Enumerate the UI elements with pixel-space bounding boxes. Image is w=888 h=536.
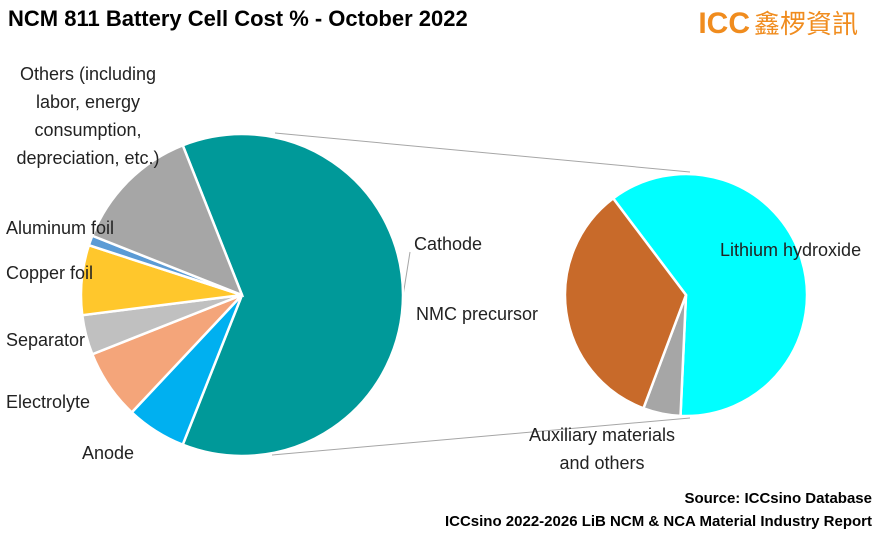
- slice-label: Separator: [6, 330, 86, 350]
- slice-label: Copper foil: [6, 263, 94, 283]
- slice-label: Anode: [82, 443, 135, 463]
- report: ICCsino 2022-2026 LiB NCM & NCA Material…: [444, 513, 872, 530]
- slice-label: Aluminum foil: [6, 218, 115, 238]
- connector-line: [274, 132, 691, 173]
- leader-line: [402, 251, 411, 297]
- slices: [79, 132, 809, 458]
- slice-label: Lithium hydroxide: [720, 240, 862, 260]
- logo-text: ICC: [698, 7, 750, 40]
- slice-label: NMC precursor: [416, 304, 539, 324]
- slice-label: Auxiliary materials and others: [528, 425, 676, 473]
- slice-label: Electrolyte: [6, 392, 91, 412]
- chart-title: NCM 811 Battery Cell Cost % - October 20…: [8, 6, 468, 31]
- connector-line: [271, 417, 691, 456]
- pie-slice: [90, 143, 245, 298]
- pie-slice: [563, 196, 688, 410]
- pie-slice: [181, 132, 405, 458]
- pie-slice: [611, 172, 809, 418]
- source: Source: ICCsino Database: [684, 490, 872, 507]
- slice-label: Others (including labor, energy consumpt…: [16, 64, 160, 168]
- slice-label: Cathode: [414, 234, 483, 254]
- logo-cn: 鑫椤資訊: [753, 9, 858, 39]
- logo: ICC 鑫椤資訊: [698, 4, 858, 41]
